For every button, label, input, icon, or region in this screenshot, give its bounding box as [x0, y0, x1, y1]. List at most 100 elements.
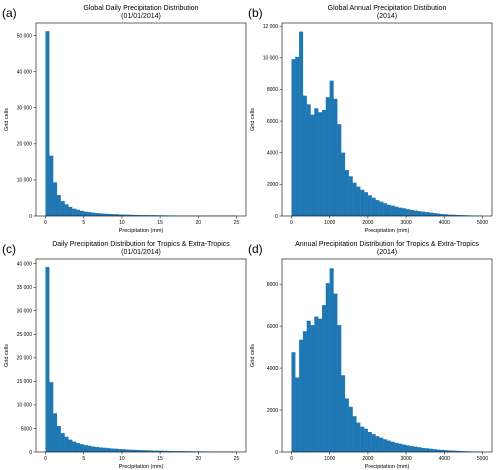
histogram-bar: [91, 212, 96, 217]
histogram-bar: [68, 206, 73, 217]
x-tick-label: 1000: [324, 456, 335, 462]
histogram-bar: [394, 206, 399, 217]
y-tick-label: 8000: [267, 282, 278, 288]
histogram-bar: [102, 447, 107, 453]
histogram-bar: [390, 205, 395, 217]
histogram-bar: [129, 449, 134, 453]
panel-b: (b) Global Annual Precipitation Distibuti…: [248, 5, 493, 234]
y-tick-label: 40 000: [17, 70, 33, 76]
histogram-bar: [53, 182, 58, 217]
histogram-bar: [56, 194, 61, 217]
histogram-bar: [87, 445, 92, 453]
histogram-bar: [413, 446, 418, 453]
histogram-bar: [95, 213, 100, 217]
histogram-bar: [371, 197, 376, 217]
chart-subtitle: (01/01/2014): [121, 249, 161, 256]
x-tick-label: 3000: [401, 220, 412, 226]
x-axis-label: Precipitation (mm): [365, 228, 410, 234]
x-axis-label: Precipitation (mm): [119, 464, 164, 470]
histogram-bar: [98, 447, 103, 453]
y-tick-label: 35 000: [17, 285, 33, 291]
histogram-bar: [356, 186, 361, 217]
histogram-bar: [64, 436, 69, 453]
histogram-bar: [310, 324, 315, 453]
histogram-bar: [117, 449, 123, 453]
chart-title: Global Annual Precipitation Distibution: [328, 5, 447, 12]
y-tick-label: 0: [29, 450, 32, 456]
y-tick-label: 6000: [267, 119, 278, 125]
x-axis-label: Precipitation (mm): [119, 228, 164, 234]
histogram-bar: [329, 80, 334, 217]
histogram-bar: [79, 210, 84, 217]
histogram-bar: [390, 441, 395, 453]
y-tick-label: 6000: [267, 324, 278, 330]
histogram-bar: [379, 201, 384, 217]
histogram-bar: [344, 398, 349, 453]
histogram-bar: [291, 352, 296, 453]
panel-letter: (a): [2, 6, 17, 20]
y-tick-label: 40 000: [17, 262, 33, 268]
histogram-bar: [87, 212, 92, 217]
x-tick-label: 10: [119, 220, 125, 226]
histogram-bar: [402, 444, 407, 453]
panel-letter: (c): [2, 242, 16, 256]
histogram-bar: [318, 318, 323, 453]
histogram-bar: [402, 208, 407, 217]
y-tick-label: 10 000: [17, 403, 33, 409]
y-tick-label: 20 000: [17, 142, 33, 148]
y-tick-label: 8000: [267, 87, 278, 93]
histogram-bar: [409, 446, 414, 453]
chart-title: Global Daily Precipitation Distribution: [83, 5, 198, 12]
histogram-bar: [299, 339, 304, 453]
histogram-bar: [394, 442, 399, 453]
histogram-bar: [60, 201, 65, 217]
plot-frame: [35, 22, 247, 217]
y-tick-label: 25 000: [17, 332, 33, 338]
histogram-bar: [106, 448, 111, 453]
histogram-bar: [49, 382, 54, 453]
histogram-bar: [318, 112, 323, 217]
y-tick-label: 20 000: [17, 356, 33, 362]
y-tick-label: 12 000: [263, 24, 279, 30]
histogram-bar: [325, 97, 330, 217]
histogram-bar: [295, 56, 300, 217]
histogram-bar: [45, 31, 50, 217]
x-tick-label: 0: [290, 456, 293, 462]
histogram-bar: [106, 213, 111, 217]
histogram-bar: [91, 446, 96, 453]
histogram-bar: [310, 114, 315, 217]
y-axis-label: Grid cells: [4, 108, 10, 131]
histogram-bar: [341, 375, 346, 453]
histogram-bar: [383, 203, 388, 217]
histogram-bar: [75, 209, 81, 217]
histogram-bar: [386, 204, 391, 217]
histogram-bar: [95, 446, 100, 453]
y-tick-label: 50 000: [17, 33, 33, 39]
histogram-bar: [432, 449, 437, 453]
histogram-bar: [409, 209, 414, 217]
histogram-bar: [421, 447, 426, 453]
histogram-bar: [360, 426, 365, 453]
y-tick-label: 2000: [267, 408, 278, 414]
x-tick-label: 25: [234, 220, 240, 226]
chart-subtitle: (2014): [377, 13, 397, 20]
histogram-bar: [425, 212, 430, 217]
histogram-bar: [295, 377, 300, 453]
y-tick-label: 30 000: [17, 106, 33, 112]
x-tick-label: 0: [44, 456, 47, 462]
histogram-bar: [72, 441, 77, 453]
histogram-bar: [83, 211, 88, 217]
x-axis-label: Precipitation (mm): [365, 464, 410, 470]
y-tick-label: 0: [275, 214, 278, 220]
histogram-bar: [436, 449, 441, 453]
histogram-bar: [348, 406, 353, 453]
x-tick-label: 15: [157, 220, 163, 226]
y-tick-label: 0: [275, 450, 278, 456]
plot-frame: [35, 258, 247, 453]
panel-c: (c) Daily Precipitation Distribution for …: [2, 241, 247, 470]
x-tick-label: 15: [157, 456, 163, 462]
histogram-bar: [56, 426, 61, 453]
histogram-bar: [321, 109, 327, 217]
panel-letter: (d): [248, 242, 263, 256]
y-tick-label: 4000: [267, 151, 278, 157]
